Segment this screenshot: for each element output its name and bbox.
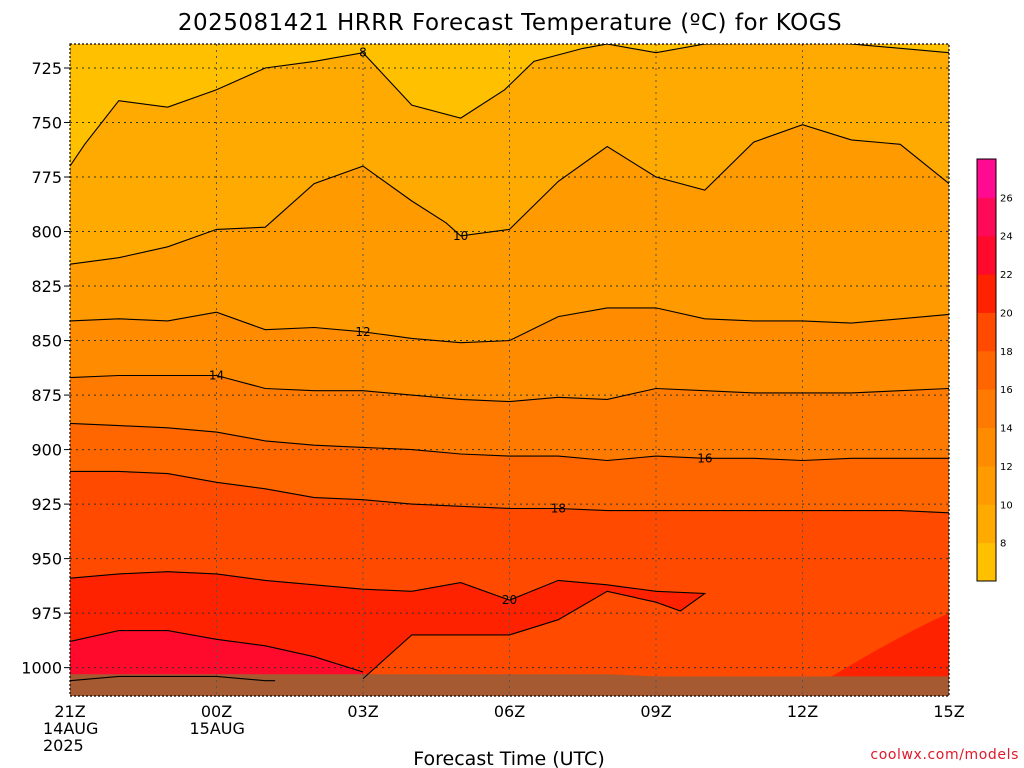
x-tick-label-18-0: 15Z: [933, 702, 964, 721]
x-tick-label-3-1: 15AUG: [190, 719, 245, 738]
contour-label-16: 16: [697, 451, 712, 465]
colorbar-label-22: 22: [1000, 270, 1013, 281]
ground-surface: [70, 674, 949, 696]
y-tick-label-775: 775: [31, 168, 62, 187]
contour-16: [70, 422, 949, 462]
contour-12: [70, 307, 949, 344]
y-tick-label-850: 850: [31, 332, 62, 351]
credit-text: coolwx.com/models: [870, 747, 1019, 763]
x-tick-label-0-2: 2025: [43, 736, 84, 755]
contour-label-8: 8: [359, 46, 367, 60]
x-tick-15: 12Z: [787, 702, 818, 721]
colorbar-label-10: 10: [1000, 500, 1013, 511]
x-tick-18: 15Z: [933, 702, 964, 721]
colorbar-label-20: 20: [1000, 308, 1013, 319]
colorbar-label-14: 14: [1000, 424, 1013, 435]
contour-18: [70, 470, 949, 514]
chart-title: 2025081421 HRRR Forecast Temperature (ºC…: [178, 10, 842, 36]
y-tick-label-725: 725: [31, 59, 62, 78]
contour-10: [70, 124, 949, 265]
colorbar-label-16: 16: [1000, 385, 1013, 396]
contour-label-18: 18: [551, 501, 566, 515]
colorbar-label-12: 12: [1000, 462, 1013, 473]
isotherm-contours: [70, 44, 949, 682]
y-tick-label-750: 750: [31, 114, 62, 133]
x-tick-label-12-0: 09Z: [640, 702, 671, 721]
colorbar-label-18: 18: [1000, 347, 1013, 358]
temperature-field: [70, 44, 949, 696]
colorbar-label-8: 8: [1000, 539, 1006, 550]
contour-label-12: 12: [355, 325, 370, 339]
gridlines: [70, 44, 949, 696]
contour-label-14: 14: [209, 368, 224, 382]
contour-label-20: 20: [502, 593, 517, 607]
y-tick-label-825: 825: [31, 277, 62, 296]
contour-24: [70, 675, 276, 682]
x-tick-label-6-0: 03Z: [347, 702, 378, 721]
colorbar-swatch-8: [977, 235, 996, 275]
colorbar-swatch-0: [977, 542, 996, 582]
x-tick-label-0-0: 21Z: [54, 702, 85, 721]
colorbar-swatch-6: [977, 312, 996, 352]
x-tick-12: 09Z: [640, 702, 671, 721]
x-tick-label-9-0: 06Z: [494, 702, 525, 721]
contour-label-10: 10: [453, 229, 468, 243]
y-tick-label-875: 875: [31, 386, 62, 405]
colorbar-label-24: 24: [1000, 232, 1013, 243]
colorbar-swatch-2: [977, 465, 996, 505]
plot-frame: [69, 43, 950, 697]
colorbar-swatch-1: [977, 504, 996, 544]
contour-14: [70, 374, 949, 403]
colorbar-swatch-5: [977, 350, 996, 390]
y-tick-label-900: 900: [31, 441, 62, 460]
colorbar-label-26: 26: [1000, 193, 1013, 204]
colorbar-swatch-9: [977, 197, 996, 237]
colorbar: 8 10 12 14 16 18 20 22 24 26: [976, 158, 1013, 582]
y-tick-label-975: 975: [31, 604, 62, 623]
contour-20: [70, 571, 707, 680]
x-tick-6: 03Z: [347, 702, 378, 721]
x-tick-label-15-0: 12Z: [787, 702, 818, 721]
isotherm-labels: 8 10 12 14 16 18 20: [209, 46, 713, 607]
y-tick-label-950: 950: [31, 550, 62, 569]
contour-22: [70, 630, 364, 673]
x-tick-label-3-0: 00Z: [201, 702, 232, 721]
x-tick-9: 06Z: [494, 702, 525, 721]
colorbar-swatch-10: [977, 159, 996, 198]
y-tick-label-800: 800: [31, 223, 62, 242]
contour-8: [70, 44, 949, 167]
surface-terrain: [70, 674, 949, 696]
band-right-warm: [831, 613, 949, 696]
x-axis-label: Forecast Time (UTC): [413, 748, 604, 768]
y-axis: 725 750 775 800 825 850 875 900 925 950 975 1000: [21, 59, 70, 678]
y-tick-label-1000: 1000: [21, 659, 62, 678]
colorbar-swatch-7: [977, 274, 996, 313]
colorbar-swatch-4: [977, 389, 996, 429]
colorbar-swatch-3: [977, 427, 996, 467]
y-tick-label-925: 925: [31, 495, 62, 514]
colorbar-frame: [976, 158, 997, 582]
x-tick-label-0-1: 14AUG: [43, 719, 98, 738]
